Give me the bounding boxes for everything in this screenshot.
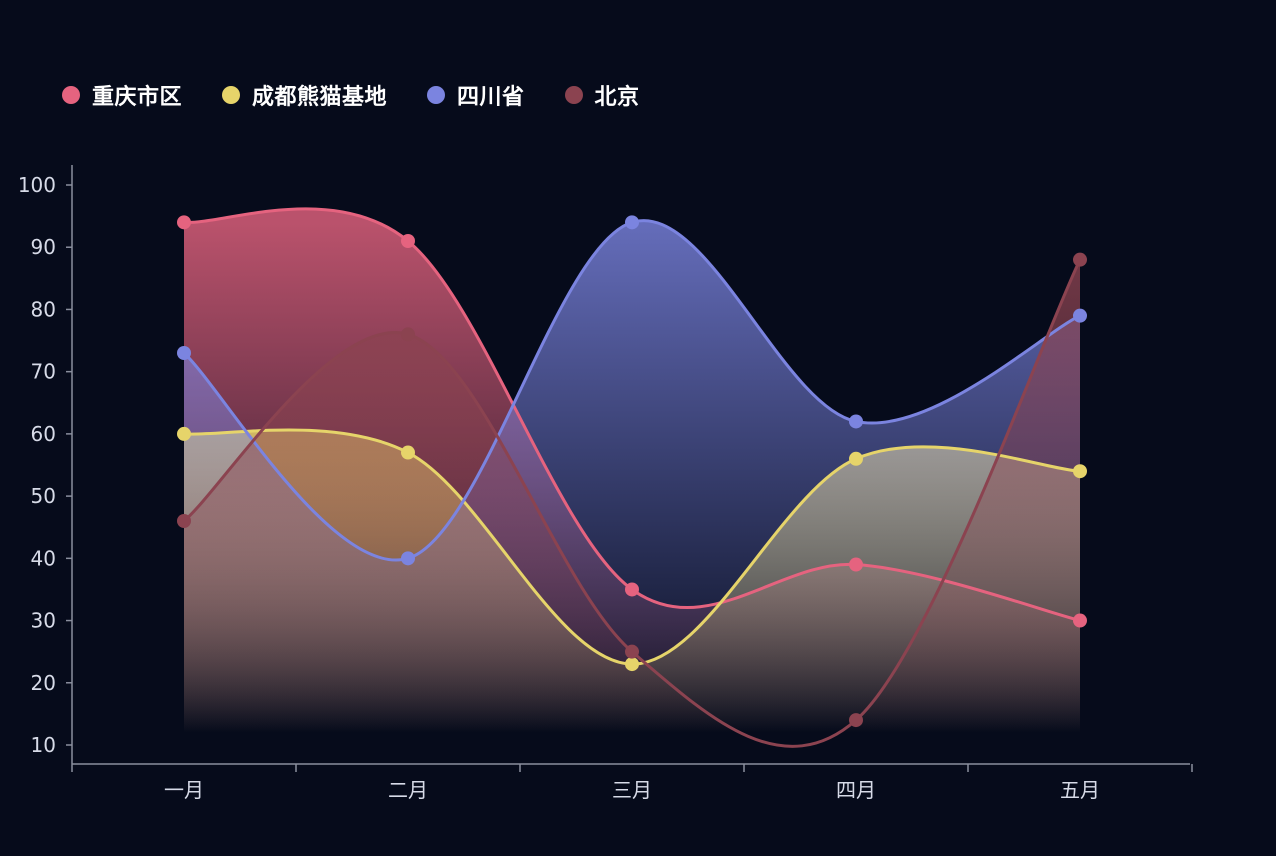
data-point-2-3[interactable] xyxy=(849,414,863,429)
x-tick-label: 三月 xyxy=(612,778,652,802)
y-tick-label: 30 xyxy=(31,609,56,633)
data-point-1-0[interactable] xyxy=(177,426,191,441)
data-point-3-2[interactable] xyxy=(625,644,639,659)
legend-marker-icon xyxy=(427,86,446,104)
y-tick-label: 40 xyxy=(31,546,56,570)
y-tick-label: 60 xyxy=(31,422,56,446)
data-point-2-1[interactable] xyxy=(401,551,415,566)
y-tick-label: 50 xyxy=(31,484,56,508)
data-point-3-3[interactable] xyxy=(849,713,863,728)
x-tick-label: 一月 xyxy=(164,778,204,802)
series-line-2[interactable] xyxy=(182,219,1081,562)
legend-marker-icon xyxy=(564,86,583,104)
x-tick-label: 二月 xyxy=(388,778,428,802)
axes: 10 20 30 40 50 60 70 80 90 100 一月 二月 三月 四月 五月 xyxy=(18,165,1193,802)
data-point-1-1[interactable] xyxy=(401,445,415,460)
data-point-0-3[interactable] xyxy=(849,557,863,572)
legend-label: 四川省 xyxy=(457,85,525,110)
x-tick-label: 五月 xyxy=(1060,778,1100,802)
data-point-3-4[interactable] xyxy=(1073,252,1087,267)
legend-item-1[interactable]: 成都熊猫基地 xyxy=(222,79,387,111)
legend-marker-icon xyxy=(62,86,80,104)
legend-marker-icon xyxy=(222,86,241,104)
data-point-2-2[interactable] xyxy=(625,215,639,230)
y-tick-label: 90 xyxy=(31,235,56,259)
series-area-3 xyxy=(184,259,1080,747)
data-point-2-0[interactable] xyxy=(177,346,191,360)
data-point-0-2[interactable] xyxy=(625,582,639,597)
legend: 重庆市区 成都熊猫基地 四川省 北京 xyxy=(62,80,680,110)
y-tick-label: 70 xyxy=(31,360,56,384)
series-line-0[interactable] xyxy=(183,207,1081,623)
data-point-0-0[interactable] xyxy=(177,215,191,230)
data-point-1-4[interactable] xyxy=(1073,464,1087,479)
legend-item-2[interactable]: 四川省 xyxy=(427,79,525,111)
legend-label: 成都熊猫基地 xyxy=(252,85,388,110)
y-tick-label: 20 xyxy=(31,671,56,695)
x-tick-label: 四月 xyxy=(836,778,876,802)
y-tick-label: 80 xyxy=(31,297,56,321)
data-points xyxy=(177,215,1087,728)
data-point-0-1[interactable] xyxy=(401,234,415,248)
legend-item-0[interactable]: 重庆市区 xyxy=(62,79,182,111)
data-point-1-2[interactable] xyxy=(625,657,639,672)
y-tick-label: 100 xyxy=(18,173,56,197)
data-point-3-1[interactable] xyxy=(401,327,415,342)
data-point-2-4[interactable] xyxy=(1073,308,1087,323)
legend-label: 北京 xyxy=(594,85,640,110)
y-tick-label: 10 xyxy=(31,733,56,757)
data-point-1-3[interactable] xyxy=(849,451,863,466)
data-point-0-4[interactable] xyxy=(1073,613,1087,628)
data-point-3-0[interactable] xyxy=(177,514,191,528)
legend-item-3[interactable]: 北京 xyxy=(564,79,640,111)
legend-label: 重庆市区 xyxy=(92,85,183,110)
